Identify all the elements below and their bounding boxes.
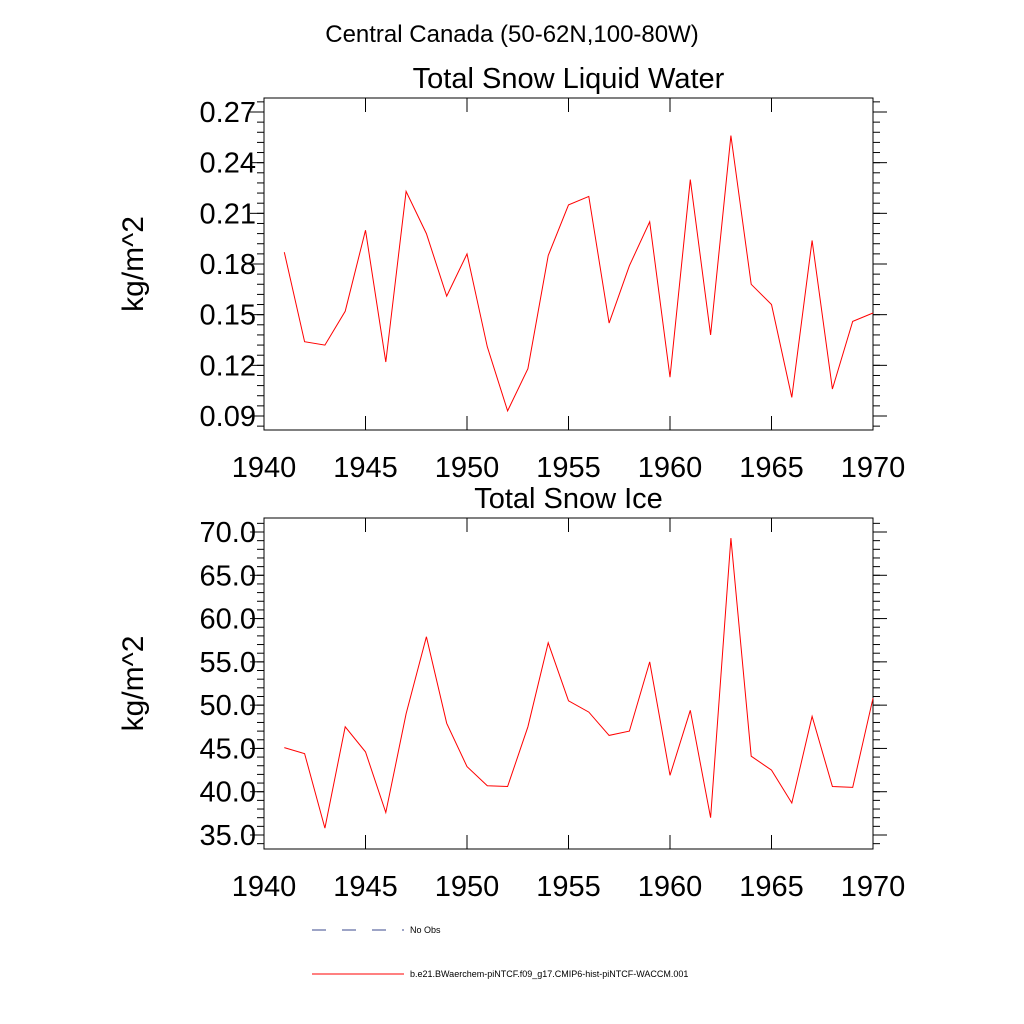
x-tick-label: 1945 bbox=[333, 871, 398, 903]
x-tick-label: 1960 bbox=[638, 871, 703, 903]
y-tick-label: 0.21 bbox=[200, 198, 256, 230]
y-tick-label: 55.0 bbox=[200, 647, 256, 679]
y-tick-label: 65.0 bbox=[200, 560, 256, 592]
x-tick-label: 1955 bbox=[536, 452, 601, 484]
y-axis-label: kg/m^2 bbox=[117, 636, 150, 732]
y-tick-label: 0.15 bbox=[200, 300, 256, 332]
x-tick-label: 1965 bbox=[739, 871, 804, 903]
y-tick-label: 0.18 bbox=[200, 249, 256, 281]
x-tick-label: 1945 bbox=[333, 452, 398, 484]
y-tick-label: 50.0 bbox=[200, 690, 256, 722]
x-tick-label: 1965 bbox=[739, 452, 804, 484]
x-tick-label: 1950 bbox=[435, 452, 500, 484]
plot-frame bbox=[263, 517, 874, 850]
legend-label-no-obs: No Obs bbox=[410, 925, 441, 935]
y-tick-label: 35.0 bbox=[200, 820, 256, 852]
panel-snow-ice: Total Snow Ice 1940 1945 1950 1955 1960 1965 19… bbox=[117, 483, 905, 903]
x-tick-label: 1940 bbox=[232, 452, 297, 484]
panel-title: Total Snow Liquid Water bbox=[413, 63, 725, 95]
legend: No Obs b.e21.BWaerchem-piNTCF.f09_g17.CM… bbox=[312, 925, 688, 979]
main-title: Central Canada (50-62N,100-80W) bbox=[325, 21, 699, 48]
y-tick-label: 0.24 bbox=[200, 148, 256, 180]
x-tick-label: 1960 bbox=[638, 452, 703, 484]
y-tick-label: 45.0 bbox=[200, 733, 256, 765]
y-tick-label: 0.12 bbox=[200, 350, 256, 382]
series-line bbox=[283, 135, 874, 413]
y-tick-label: 0.09 bbox=[200, 401, 256, 433]
x-tick-label: 1955 bbox=[536, 871, 601, 903]
panel-snow-liquid-water: Total Snow Liquid Water 1940 1945 1950 1955 1… bbox=[117, 63, 905, 484]
series-line bbox=[284, 538, 874, 829]
x-tick-label: 1970 bbox=[841, 871, 906, 903]
y-tick-label: 40.0 bbox=[200, 777, 256, 809]
x-tick-label: 1950 bbox=[435, 871, 500, 903]
x-tick-label: 1940 bbox=[232, 871, 297, 903]
y-tick-label: 70.0 bbox=[200, 517, 256, 549]
x-tick-label: 1970 bbox=[841, 452, 906, 484]
y-tick-label: 60.0 bbox=[200, 604, 256, 636]
panel-title: Total Snow Ice bbox=[474, 483, 663, 515]
y-axis-label: kg/m^2 bbox=[117, 216, 150, 312]
legend-label-model-run: b.e21.BWaerchem-piNTCF.f09_g17.CMIP6-his… bbox=[410, 969, 688, 979]
plot-frame bbox=[263, 97, 874, 431]
y-tick-label: 0.27 bbox=[200, 97, 256, 129]
